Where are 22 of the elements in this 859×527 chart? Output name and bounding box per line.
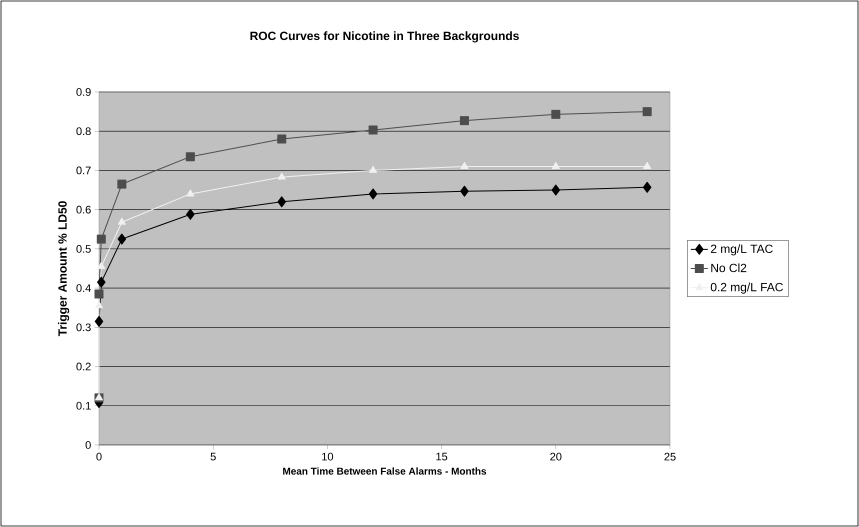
x-tick-label: 5 xyxy=(210,452,216,460)
x-tick-label: 15 xyxy=(436,452,448,460)
y-tick-label: 0.4 xyxy=(76,284,91,292)
y-tick-label: 0.5 xyxy=(76,245,91,253)
y-tick-label: 0.6 xyxy=(76,206,91,214)
chart-title: ROC Curves for Nicotine in Three Backgrounds xyxy=(250,31,519,42)
x-tick-label: 25 xyxy=(664,452,676,461)
y-tick-label: 0.2 xyxy=(76,362,91,370)
y-tick-label: 0.8 xyxy=(76,127,91,136)
y-tick-label: 0.3 xyxy=(76,323,91,332)
x-axis-title: Mean Time Between False Alarms - Months xyxy=(283,467,486,475)
x-tick-label: 10 xyxy=(322,452,334,461)
x-tick-label: 20 xyxy=(550,452,562,461)
y-axis-title: Trigger Amount % LD50 xyxy=(58,201,70,336)
legend-label: No Cl2 xyxy=(711,263,746,272)
y-tick-label: 0.9 xyxy=(76,88,91,96)
x-tick-label: 0 xyxy=(96,452,102,461)
y-tick-label: 0.1 xyxy=(76,402,91,410)
y-tick-label: 0.7 xyxy=(76,166,91,174)
y-tick-label: 0 xyxy=(86,441,91,449)
legend-label: 2 mg/L TAC xyxy=(710,244,773,256)
legend-label: 0.2 mg/L FAC xyxy=(710,282,783,294)
